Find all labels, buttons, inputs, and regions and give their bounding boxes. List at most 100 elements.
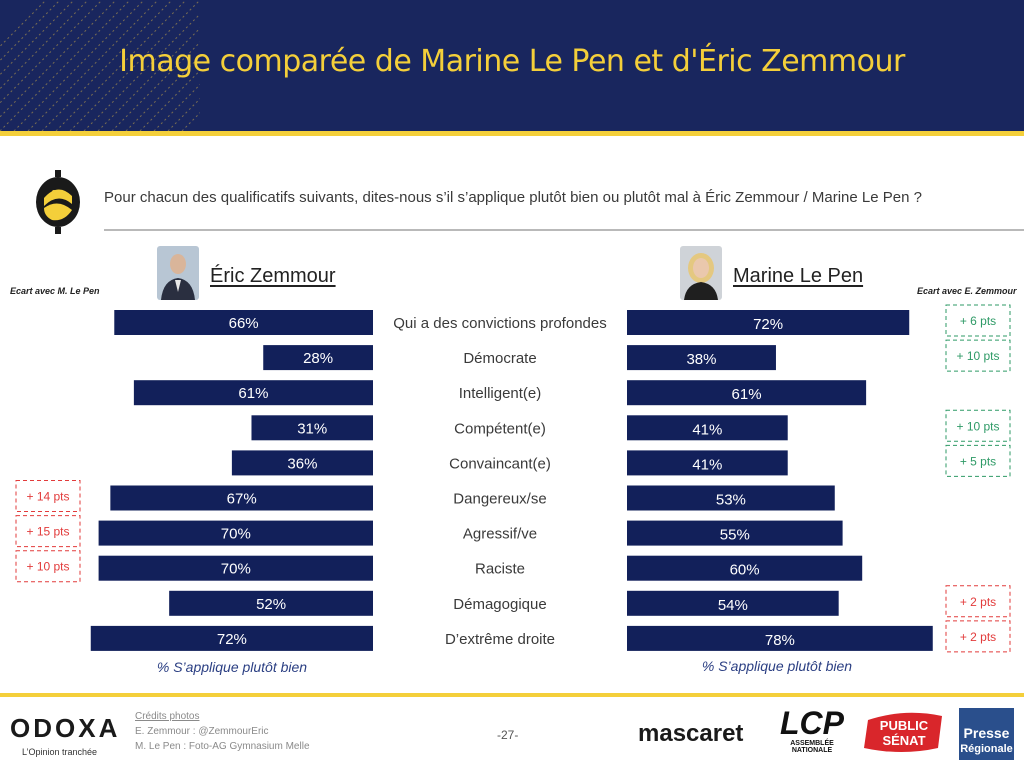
category-label: Démocrate [463, 350, 536, 367]
category-label: Qui a des convictions profondes [393, 315, 606, 332]
bar-zemmour [98, 555, 373, 581]
bar-lepen [627, 380, 867, 406]
decorative-stripes [0, 0, 200, 131]
bar-label-zemmour: 28% [303, 350, 333, 367]
difference-box [945, 620, 1011, 653]
bar-label-zemmour: 31% [297, 420, 327, 437]
difference-label: + 5 pts [960, 454, 996, 468]
deco-stripe [69, 0, 200, 131]
bar-lepen [627, 520, 843, 546]
odoxa-logo: ODOXA [10, 713, 121, 743]
category-label: Compétent(e) [454, 420, 546, 437]
public-senat-line1: PUBLIC [880, 718, 929, 733]
zemmour-photo [157, 246, 199, 300]
bar-lepen [627, 590, 839, 616]
deco-stripe [125, 55, 200, 131]
deco-stripe [139, 69, 200, 131]
category-label: Agressif/ve [463, 526, 537, 543]
presse-line1: Presse [963, 725, 1010, 741]
difference-box [15, 480, 81, 512]
category-label: Dangereux/se [453, 491, 546, 508]
bar-zemmour [110, 485, 374, 511]
header-banner [0, 0, 1024, 131]
deco-stripe [167, 98, 200, 131]
difference-label: + 15 pts [26, 525, 69, 539]
bar-label-lepen: 41% [692, 456, 722, 473]
bar-zemmour [133, 380, 373, 406]
bar-lepen [627, 555, 863, 581]
credits-line: M. Le Pen : Foto-AG Gymnasium Melle [135, 741, 310, 752]
category-label: Intelligent(e) [459, 385, 542, 402]
deco-stripe [0, 0, 117, 118]
difference-box [945, 304, 1011, 337]
bar-label-lepen: 54% [718, 597, 748, 614]
bar-label-zemmour: 72% [217, 631, 247, 648]
bar-label-lepen: 61% [732, 386, 762, 403]
question-divider [104, 229, 1024, 231]
difference-label: + 2 pts [960, 595, 996, 609]
lcp-wordmark: LCP [780, 705, 844, 741]
odoxa-question-logo [36, 170, 80, 234]
bar-label-zemmour: 61% [238, 385, 268, 402]
deco-stripe [55, 0, 187, 131]
bar-label-lepen: 38% [686, 351, 716, 368]
mascaret-logo: mascaret [638, 720, 744, 747]
bar-lepen [627, 415, 788, 441]
bar-zemmour [98, 520, 373, 546]
deco-stripe [111, 41, 200, 131]
bar-lepen [627, 625, 933, 651]
difference-box [945, 339, 1011, 372]
deco-stripe [153, 83, 200, 131]
presse-line2: Régionale [960, 743, 1013, 755]
public-senat-logo: PUBLIC SÉNAT [864, 712, 942, 752]
bar-label-zemmour: 52% [256, 596, 286, 613]
zemmour-name: Éric Zemmour [210, 265, 336, 287]
bar-label-zemmour: 70% [221, 526, 251, 543]
right-axis-note: % S’applique plutôt bien [701, 658, 853, 674]
bar-zemmour [231, 450, 373, 476]
deco-stripe [27, 0, 159, 131]
bar-label-lepen: 53% [716, 492, 746, 509]
bar-label-lepen: 55% [720, 527, 750, 544]
page-number: -27- [497, 728, 519, 742]
difference-label: + 14 pts [26, 490, 69, 504]
presse-regionale-logo: Presse Régionale [959, 708, 1014, 760]
odoxa-tagline: L’Opinion tranchée [22, 747, 98, 757]
right-ecart-title: Ecart avec E. Zemmour [917, 286, 1017, 296]
photo-credits: Crédits photos E. Zemmour : @ZemmourEric… [135, 709, 310, 754]
bar-label-lepen: 60% [730, 562, 760, 579]
bar-label-zemmour: 67% [227, 491, 257, 508]
left-axis-note: % S’applique plutôt bien [156, 659, 308, 675]
bar-zemmour [251, 415, 373, 441]
deco-stripe [13, 0, 145, 131]
lcp-logo: LCP ASSEMBLÉE NATIONALE [774, 706, 850, 754]
bar-lepen [627, 485, 835, 511]
page-title: Image comparée de Marine Le Pen et d'Éri… [119, 44, 905, 79]
bar-label-zemmour: 70% [221, 561, 251, 578]
deco-stripe [97, 27, 200, 131]
left-ecart-title: Ecart avec M. Le Pen [10, 286, 100, 296]
bar-lepen [627, 450, 788, 476]
bar-label-zemmour: 36% [287, 455, 317, 472]
difference-label: + 10 pts [26, 560, 69, 574]
bar-lepen [627, 345, 776, 371]
bar-label-lepen: 41% [692, 421, 722, 438]
difference-label: + 10 pts [956, 419, 999, 433]
difference-box [945, 444, 1011, 477]
bar-label-lepen: 72% [753, 316, 783, 333]
bar-zemmour [263, 345, 373, 371]
category-label: D’extrême droite [445, 631, 555, 648]
bar-zemmour [90, 625, 373, 651]
bar-label-zemmour: 66% [229, 315, 259, 332]
lepen-photo [680, 246, 722, 300]
credits-title: Crédits photos [135, 711, 200, 722]
difference-label: + 2 pts [960, 630, 996, 644]
lepen-name: Marine Le Pen [733, 265, 864, 287]
difference-box [15, 515, 81, 548]
bar-lepen [627, 310, 910, 335]
public-senat-line2: SÉNAT [882, 733, 925, 748]
survey-question: Pour chacun des qualificatifs suivants, … [104, 189, 922, 206]
bar-zemmour [169, 590, 373, 616]
category-label: Démagogique [453, 596, 546, 613]
